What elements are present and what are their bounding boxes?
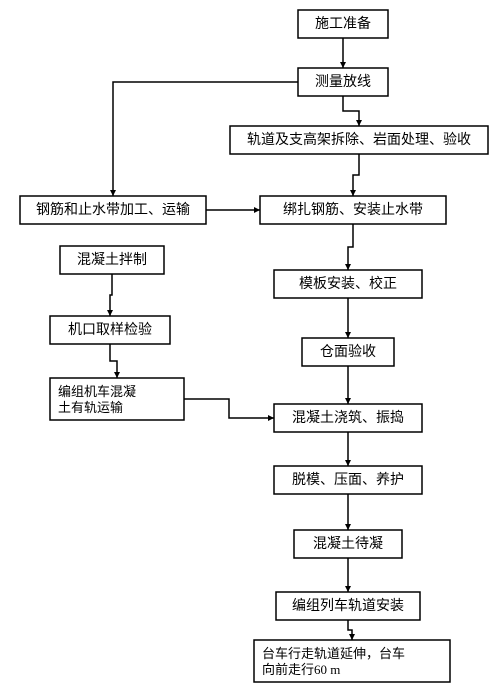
flow-node-label: 编组列车轨道安装 xyxy=(292,597,404,614)
flowchart-canvas: 施工准备测量放线轨道及支高架拆除、岩面处理、验收钢筋和止水带加工、运输 绑扎钢筋、… xyxy=(0,0,500,689)
nodes-layer: 施工准备测量放线轨道及支高架拆除、岩面处理、验收钢筋和止水带加工、运输 绑扎钢筋、… xyxy=(20,10,488,682)
flow-node-label: 绑扎钢筋、安装止水带 xyxy=(283,201,423,218)
flow-node-label: 混凝土浇筑、振捣 xyxy=(292,409,404,426)
flow-edge xyxy=(110,344,117,378)
flow-node-label: 钢筋和止水带加工、运输 xyxy=(36,201,190,218)
flow-edge xyxy=(184,399,274,418)
flow-edge xyxy=(353,154,359,196)
flow-edge xyxy=(110,274,112,316)
flow-edge xyxy=(343,96,359,126)
flow-node-label: 脱模、压面、养护 xyxy=(292,472,404,488)
flow-node-label: 机口取样检验 xyxy=(68,322,152,338)
flow-node-label: 台车行走轨道延伸，台车 xyxy=(262,646,405,661)
flow-node-label: 编组机车混凝 xyxy=(58,384,136,399)
flow-node-label: 土有轨运输 xyxy=(58,400,123,415)
flow-node-label: 模板安装、校正 xyxy=(299,275,397,292)
flow-node-label: 施工准备 xyxy=(315,15,371,32)
flow-edge xyxy=(348,620,352,640)
flow-node-label: 轨道及支高架拆除、岩面处理、验收 xyxy=(247,131,471,148)
flow-node-label: 混凝土待凝 xyxy=(313,536,383,552)
flow-node-label: 仓面验收 xyxy=(320,344,376,360)
flow-edge xyxy=(348,224,353,270)
flow-node-label: 混凝土拌制 xyxy=(77,252,147,268)
flow-node-label: 测量放线 xyxy=(315,74,371,90)
flow-node-label: 向前走行60 m xyxy=(262,662,340,677)
